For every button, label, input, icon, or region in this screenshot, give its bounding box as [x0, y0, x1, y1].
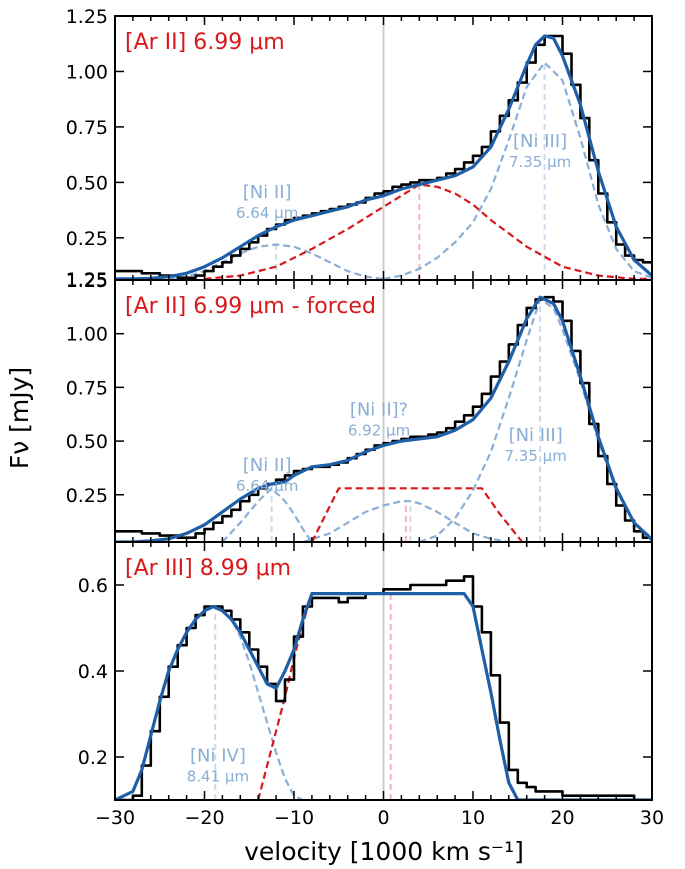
panel-3: 0.2 0.4 0.6 −30 −20 −10 0 10 20 30 [Ar III] 8.99 μ…	[78, 541, 664, 829]
series-observed-1	[115, 575, 652, 800]
line-id-wavelength-1: 8.41 μm	[187, 767, 249, 785]
y-tick-label: 0.6	[78, 575, 108, 597]
y-tick-label: 0.25	[66, 485, 108, 507]
line-id-name-3: [Ni III]	[509, 425, 563, 446]
line-id-name-2: [Ni II]?	[350, 399, 408, 420]
series-nickel-3	[221, 487, 313, 542]
series-nickel-5	[383, 61, 652, 280]
panel-title: [Ar III] 8.99 μm	[125, 556, 291, 581]
y-tick-label: 0.25	[66, 228, 108, 250]
x-tick-label: −10	[274, 807, 314, 829]
plot-area	[115, 16, 652, 280]
y-tick-label: 0.50	[66, 172, 108, 194]
x-tick-label: 0	[377, 807, 389, 829]
line-id-wavelength-1: 6.64 μm	[236, 477, 298, 495]
series-model_total-2	[115, 295, 652, 542]
line-id-name-1: [Ni II]	[243, 182, 292, 203]
panel-1: 0.25 0.50 0.75 1.00 1.25 1.25 [Ar II] 6.99 μm […	[66, 6, 653, 291]
line-id-wavelength-1: 6.64 μm	[236, 204, 298, 222]
panel-title: [Ar II] 6.99 μm - forced	[125, 294, 376, 319]
line-id-wavelength-3: 7.35 μm	[504, 447, 566, 465]
x-tick-label: 30	[640, 807, 664, 829]
y-tick-label: 0.50	[66, 431, 108, 453]
x-tick-label: −30	[95, 807, 135, 829]
y-tick-label: 1.00	[66, 61, 108, 83]
series-argon-4	[204, 183, 652, 280]
line-id-wavelength-2: 6.92 μm	[348, 421, 410, 439]
line-id-name-1: [Ni II]	[243, 455, 292, 476]
plot-area	[115, 542, 652, 800]
line-id-name-2: [Ni III]	[513, 131, 567, 152]
series-argon-5	[310, 487, 524, 542]
y-tick-label: 1.25	[66, 270, 108, 292]
y-tick-label: 0.75	[66, 117, 108, 139]
x-axis-label: velocity [1000 km s⁻¹]	[244, 837, 524, 866]
y-tick-label: 1.25	[66, 6, 108, 28]
y-tick-label: 1.00	[66, 324, 108, 346]
panels: 0.25 0.50 0.75 1.00 1.25 1.25 [Ar II] 6.99 μm […	[66, 6, 664, 829]
line-id-wavelength-2: 7.35 μm	[509, 153, 571, 171]
x-tick-label: −20	[184, 807, 224, 829]
panel-title: [Ar II] 6.99 μm	[125, 30, 285, 55]
y-tick-label: 0.75	[66, 377, 108, 399]
y-tick-label: 1.25	[66, 269, 108, 291]
y-axis-label: Fν [mJy]	[5, 367, 34, 469]
plot-area	[115, 280, 652, 542]
y-tick-label: 0.4	[78, 661, 108, 683]
x-tick-label: 20	[550, 807, 574, 829]
panel-2: 0.25 0.50 0.75 1.00 1.25 [Ar II] 6.99 μm - fo…	[66, 270, 653, 543]
series-model_total-2	[115, 34, 652, 280]
line-id-name-1: [Ni IV]	[190, 745, 246, 766]
series-argon-4	[257, 592, 519, 800]
x-tick-label: 10	[461, 807, 485, 829]
series-model_total-2	[115, 592, 652, 800]
y-tick-label: 0.2	[78, 747, 108, 769]
series-observed-1	[115, 34, 652, 280]
